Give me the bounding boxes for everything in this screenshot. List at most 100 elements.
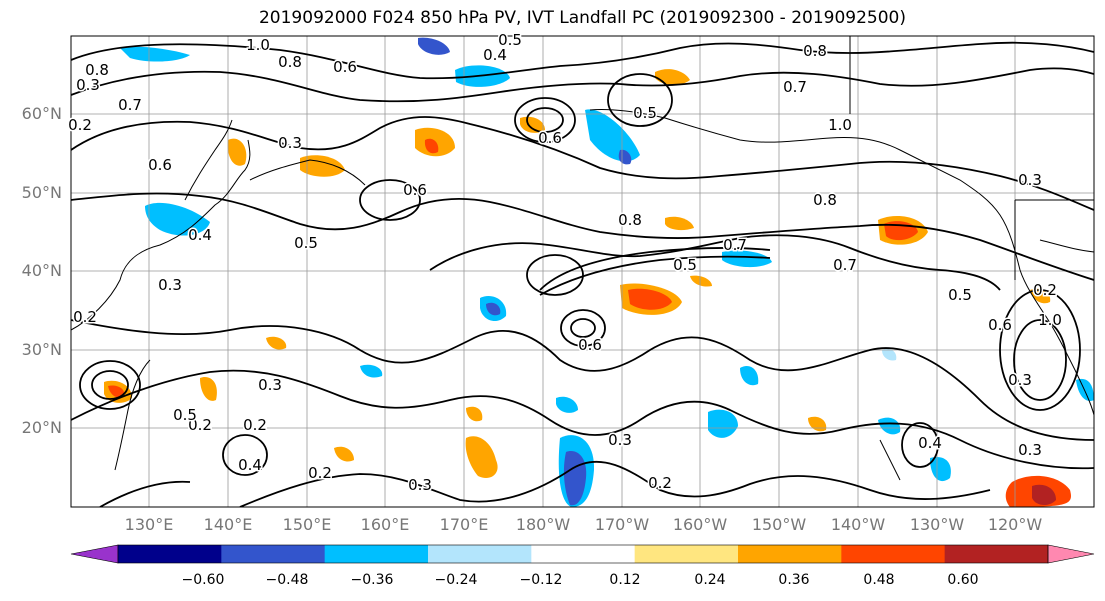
contour-label: 0.2 [308,464,332,482]
contour-label: 0.2 [68,116,92,134]
colorbar-segment [944,545,1049,563]
contour-label: 0.4 [238,456,262,474]
contour-label: 0.7 [723,236,747,254]
shade-patch [360,364,383,378]
shade-patch [108,385,125,398]
lon-label: 130°E [124,515,174,534]
contour-label: 0.7 [783,78,807,96]
shade-patch [882,348,897,361]
colorbar-tick-label: 0.60 [947,572,979,588]
contour-label: 0.6 [538,129,562,147]
contour-label: 0.8 [813,191,837,209]
colorbar-tick-label: 0.48 [863,572,895,588]
colorbar-tick-label: −0.48 [265,572,309,588]
colorbar [70,544,1095,564]
lon-label: 130°W [909,515,965,534]
contour-label: 0.2 [188,416,212,434]
shade-patch [465,436,498,479]
colorbar-tick-label: −0.36 [350,572,394,588]
colorbar-tick-label: 0.36 [778,572,810,588]
shade-patch [1030,288,1051,304]
contour-label: 1.0 [246,36,270,54]
lon-label: 180°W [515,515,571,534]
contour-label: 0.8 [803,42,827,60]
contour-label: 0.7 [118,96,142,114]
coastlines [71,36,1094,481]
contour-label: 0.5 [173,406,197,424]
contour-label: 0.3 [408,476,432,494]
lat-label: 60°N [21,104,62,123]
map-frame [70,35,1095,508]
lon-label: 140°W [830,515,886,534]
contour-label: 0.5 [673,256,697,274]
lon-label: 170°W [594,515,650,534]
contour-label: 0.6 [148,156,172,174]
contour-label: 0.2 [648,474,672,492]
shade-patch [418,37,450,55]
colorbar-outline [117,544,1049,564]
contour-label: 0.2 [243,416,267,434]
shade-patch [300,155,345,177]
contour-label: 1.0 [1038,311,1062,329]
shade-patch [722,250,772,268]
contour-label: 0.8 [85,61,109,79]
contour-label: 0.6 [333,58,357,76]
contour-label: 0.6 [988,316,1012,334]
contour-label: 0.3 [258,376,282,394]
contour-label: 0.4 [483,46,507,64]
lon-label: 170°E [439,515,489,534]
shade-patch [266,336,287,350]
shade-patch [1076,378,1094,402]
lat-label: 50°N [21,183,62,202]
shade-patch [740,365,759,386]
colorbar-tick-label: −0.12 [519,572,563,588]
contour-label: 0.7 [833,256,857,274]
contour-label: 0.6 [403,181,427,199]
shade-patch [424,138,439,154]
lon-label: 150°E [282,515,332,534]
shade-patch [1032,484,1056,506]
contour-label: 0.4 [188,226,212,244]
contour-label: 0.5 [948,286,972,304]
contour-label-layer: 1.00.8 0.60.50.40.30.80.70.60.51.00.80.60… [67,30,1064,496]
colorbar-tick-label: −0.60 [181,572,225,588]
contour-label: 0.3 [158,276,182,294]
shade-patch [227,138,247,166]
contour-label: 0.3 [608,431,632,449]
shade-patch [665,216,694,231]
shade-patch [200,376,217,401]
shade-patch [466,406,483,422]
contour-lines [71,41,1094,507]
shade-patch [655,69,690,86]
shade-patch [808,416,827,432]
lat-label: 40°N [21,261,62,280]
lat-label: 30°N [21,340,62,359]
contour-label: 0.3 [1018,441,1042,459]
lon-label: 140°E [203,515,253,534]
contour-label: 1.0 [828,116,852,134]
contour-label: 0.5 [498,31,522,49]
colorbar-segment [841,545,946,563]
contour-label: 0.8 [618,211,642,229]
colorbar-segment [634,545,739,563]
map-title: 2019092000 F024 850 hPa PV, IVT Landfall… [258,8,906,28]
lon-label: 160°E [360,515,410,534]
contour-label: 0.4 [918,434,942,452]
colorbar-extend-high [1047,544,1095,564]
shade-patch [690,275,712,287]
colorbar-extend-low [70,544,119,564]
colorbar-segment [118,545,222,563]
contour-label: 0.5 [294,234,318,252]
lon-label: 120°W [987,515,1043,534]
colorbar-segment [221,545,326,563]
contour-label: 0.2 [1033,281,1057,299]
lon-label: 160°W [672,515,728,534]
colorbar-segment [428,545,532,563]
colorbar-tick-label: 0.24 [694,572,726,588]
colorbar-segment [738,545,842,563]
contour-label: 0.6 [578,336,602,354]
shade-patch [628,288,672,310]
contour-label: 0.2 [73,308,97,326]
contour-label: 0.3 [278,134,302,152]
